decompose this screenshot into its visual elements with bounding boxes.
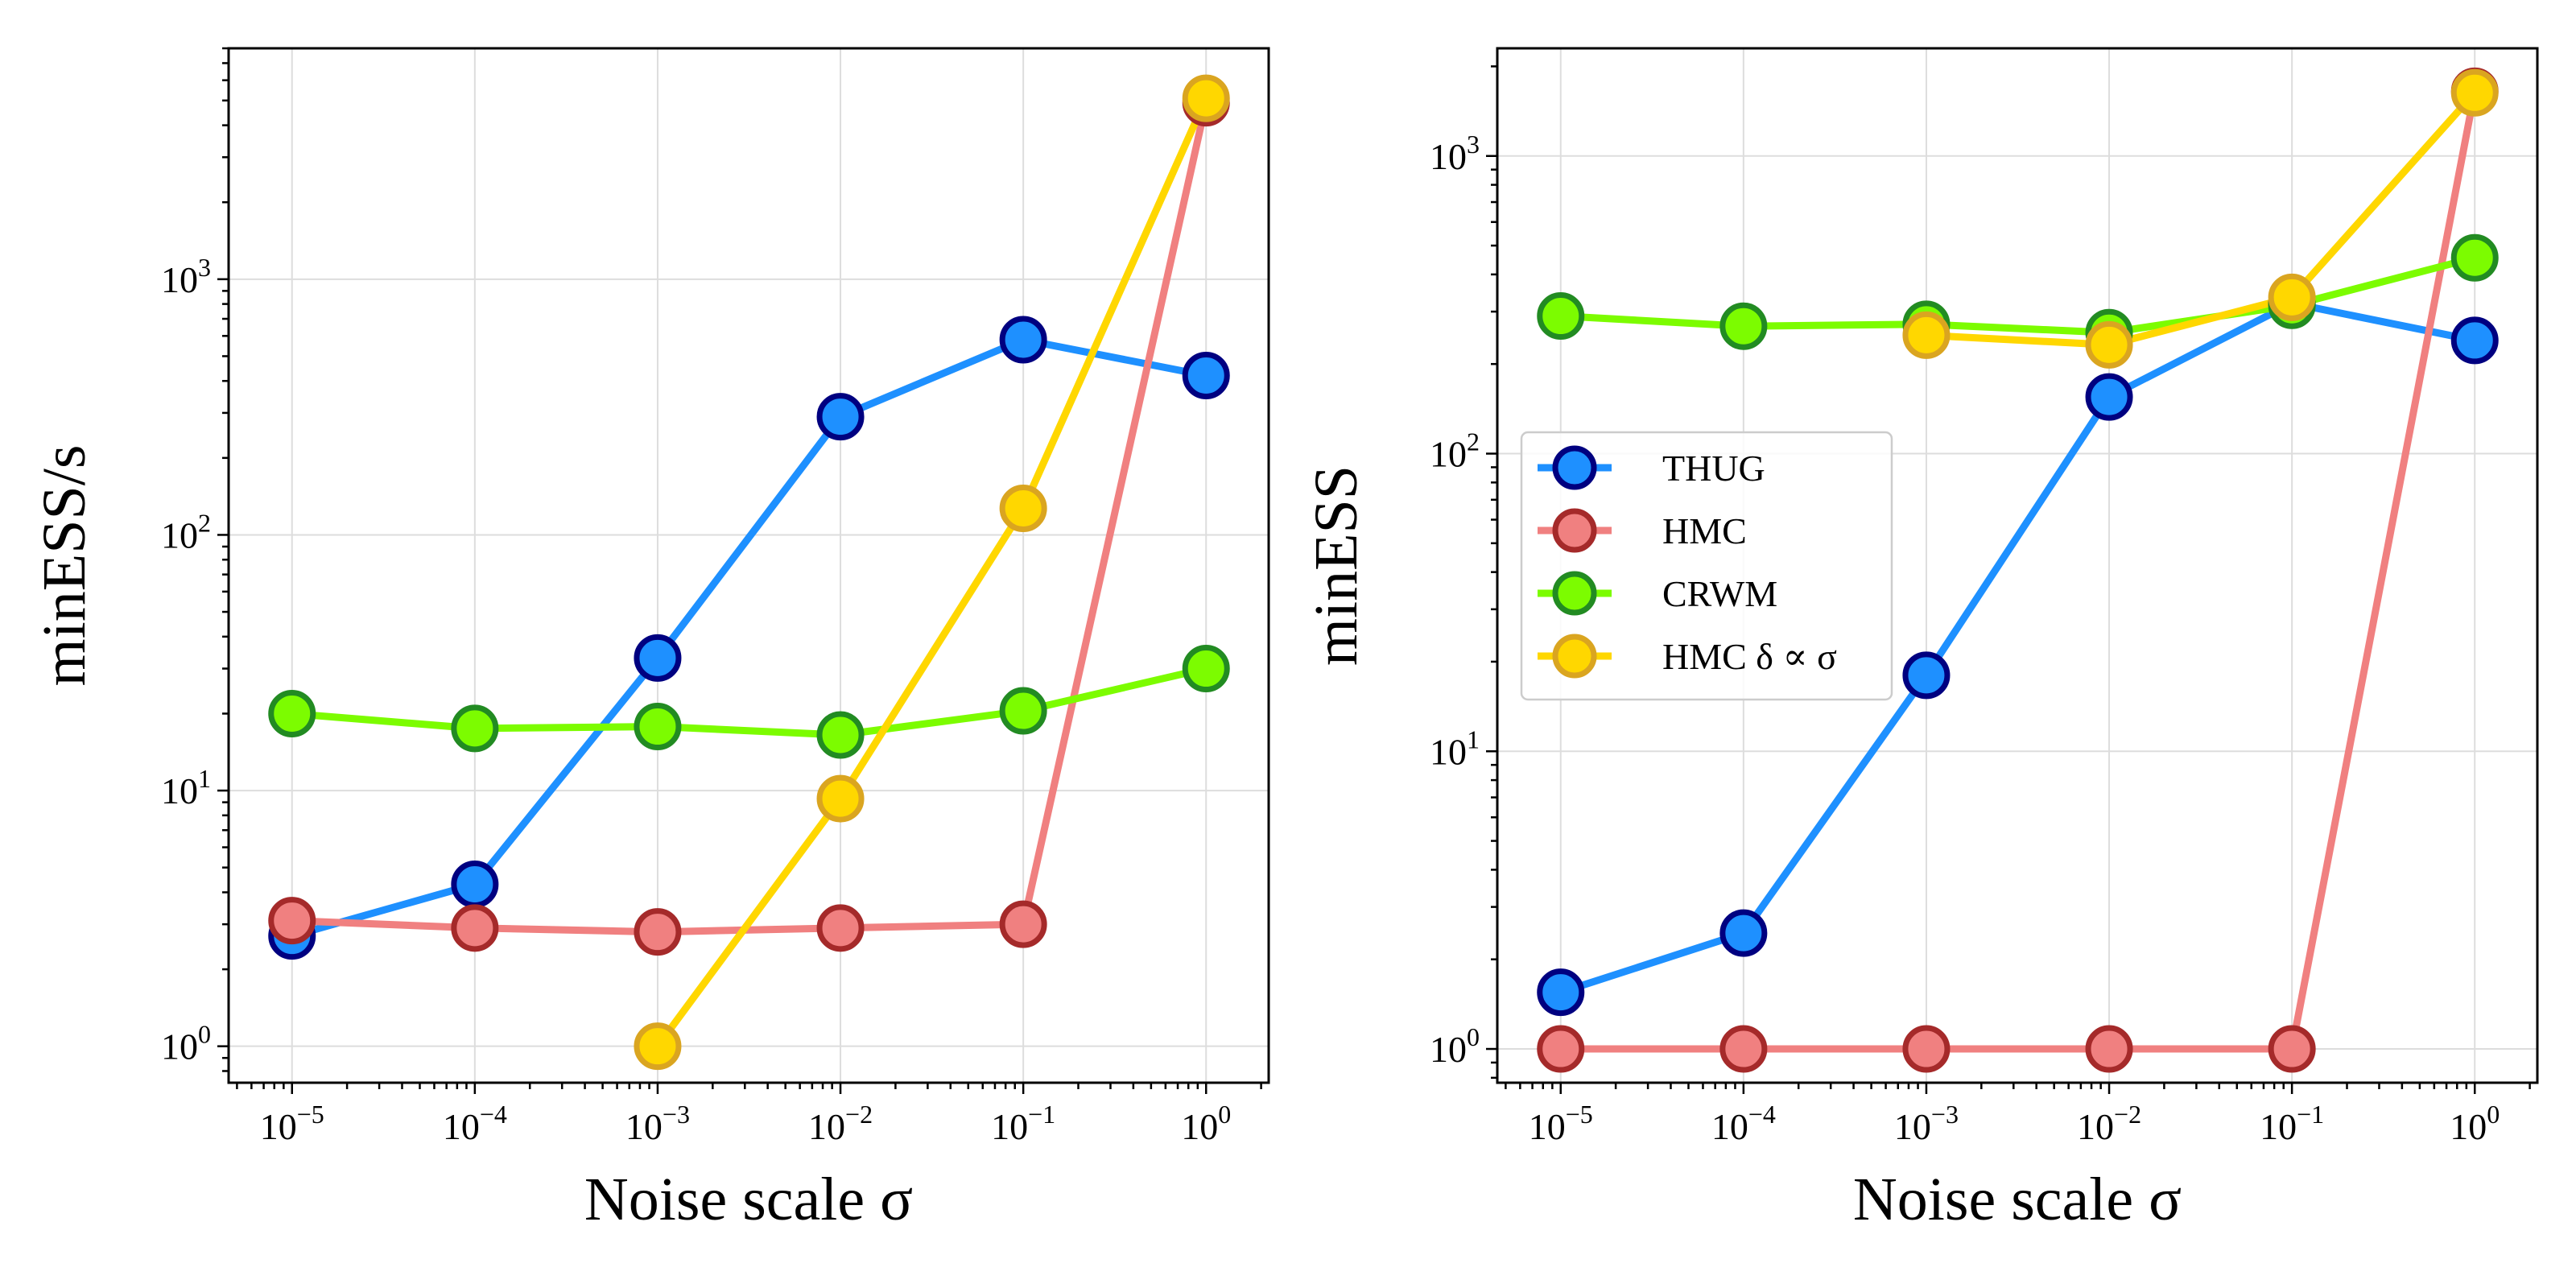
data-point-THUG — [2450, 316, 2499, 365]
x-tick-label: 10−1 — [991, 1100, 1055, 1147]
data-point-HMC — [268, 897, 316, 945]
data-point-THUG — [634, 634, 682, 682]
y-axis-label: minESS/s — [31, 445, 98, 687]
legend-marker — [1552, 445, 1597, 490]
ticks — [217, 47, 1262, 1094]
series-line-THUG — [291, 336, 1208, 940]
data-point-HMC_delta — [816, 774, 865, 823]
data-point-CRWM — [451, 704, 499, 753]
data-point-CRWM — [1182, 645, 1230, 693]
series-line-HMC_delta — [1926, 90, 2478, 349]
series-line-CRWM — [291, 665, 1208, 739]
chart-panel-1: 10−5 10−4 10−3 10−2 10−1 100 100 101 102 103 Noise… — [31, 47, 1270, 1233]
data-point-HMC_delta — [1902, 311, 1951, 359]
series-group — [268, 74, 1230, 1071]
y-tick-label: 100 — [161, 1020, 211, 1067]
data-point-HMC_delta — [2268, 273, 2316, 321]
data-point-CRWM — [634, 703, 682, 751]
series-line-HMC — [291, 101, 1210, 936]
y-tick-label: 103 — [161, 253, 211, 300]
data-point-HMC — [634, 908, 682, 956]
data-point-HMC — [1902, 1025, 1951, 1073]
data-point-CRWM — [268, 689, 316, 737]
legend-label: CRWM — [1662, 573, 1777, 614]
series-group — [1537, 67, 2499, 1073]
legend-label: HMC δ ∝ σ — [1662, 636, 1837, 677]
x-tick-label: 10−4 — [1711, 1100, 1776, 1147]
x-axis-label: Noise scale σ — [584, 1166, 913, 1233]
data-point-THUG — [1537, 968, 1585, 1017]
data-point-HMC_delta — [2085, 320, 2133, 369]
x-axis-label: Noise scale σ — [1853, 1166, 2182, 1233]
y-tick-label: 102 — [1430, 427, 1480, 475]
data-point-CRWM — [2450, 233, 2499, 282]
data-point-HMC_delta — [2450, 68, 2499, 117]
x-tick-label: 10−3 — [1894, 1100, 1959, 1147]
x-tick-label: 10−4 — [443, 1100, 507, 1147]
series-line-HMC_delta — [654, 97, 1210, 1049]
data-point-HMC — [816, 904, 865, 952]
x-tick-label: 100 — [1181, 1100, 1231, 1147]
legend-label: HMC — [1662, 510, 1747, 551]
axes-frame — [1496, 47, 2539, 1084]
data-point-THUG — [999, 316, 1047, 364]
y-tick-label: 101 — [161, 764, 211, 811]
x-tick-label: 10−5 — [260, 1100, 324, 1147]
data-point-CRWM — [1719, 302, 1768, 350]
data-point-HMC — [2268, 1025, 2316, 1073]
legend-item-CRWM: CRWM — [1538, 571, 1777, 616]
legend-marker — [1552, 508, 1597, 553]
data-point-THUG — [816, 393, 865, 441]
y-tick-label: 103 — [1430, 130, 1480, 177]
y-axis-label: minESS — [1302, 465, 1370, 666]
x-tick-label: 10−3 — [625, 1100, 690, 1147]
data-point-CRWM — [999, 687, 1047, 735]
data-point-THUG — [2085, 373, 2133, 421]
data-point-HMC_delta — [999, 484, 1047, 532]
y-tick-label: 100 — [1430, 1022, 1480, 1070]
series-line-CRWM — [1560, 254, 2476, 336]
data-point-THUG — [451, 860, 499, 908]
data-point-HMC_delta — [634, 1022, 682, 1071]
data-point-HMC — [999, 900, 1047, 948]
ticks — [1486, 65, 2531, 1094]
data-point-HMC — [1537, 1025, 1585, 1073]
data-point-HMC — [1719, 1025, 1768, 1073]
x-tick-label: 10−2 — [2077, 1100, 2141, 1147]
x-tick-label: 10−2 — [808, 1100, 873, 1147]
data-point-HMC — [2085, 1025, 2133, 1073]
data-point-CRWM — [816, 711, 865, 759]
x-tick-label: 10−1 — [2260, 1100, 2324, 1147]
x-tick-label: 10−5 — [1529, 1100, 1593, 1147]
legend-item-HMC: HMC — [1538, 508, 1747, 553]
legend-box — [1520, 431, 1893, 701]
series-line-HMC — [1560, 90, 2479, 1053]
data-point-THUG — [1719, 909, 1768, 957]
y-tick-label: 101 — [1430, 724, 1480, 772]
axes-frame — [227, 47, 1270, 1084]
legend-item-HMC_delta: HMC δ ∝ σ — [1538, 634, 1837, 679]
y-tick-label: 102 — [161, 508, 211, 555]
x-tick-label: 100 — [2450, 1100, 2500, 1147]
data-point-HMC — [451, 904, 499, 952]
data-point-THUG — [1902, 651, 1951, 700]
data-point-THUG — [1182, 351, 1230, 399]
data-point-HMC_delta — [1182, 74, 1230, 122]
legend-item-THUG: THUG — [1538, 445, 1765, 490]
legend-marker — [1552, 571, 1597, 616]
legend: THUG HMC CRWM HMC δ ∝ σ — [1520, 431, 1893, 701]
legend-marker — [1552, 634, 1597, 679]
legend-label: THUG — [1662, 448, 1765, 489]
series-line-THUG — [1559, 299, 2476, 996]
data-point-CRWM — [1537, 292, 1585, 341]
chart-panel-2: 10−5 10−4 10−3 10−2 10−1 100 100 101 102 103 Noise… — [1302, 47, 2539, 1233]
